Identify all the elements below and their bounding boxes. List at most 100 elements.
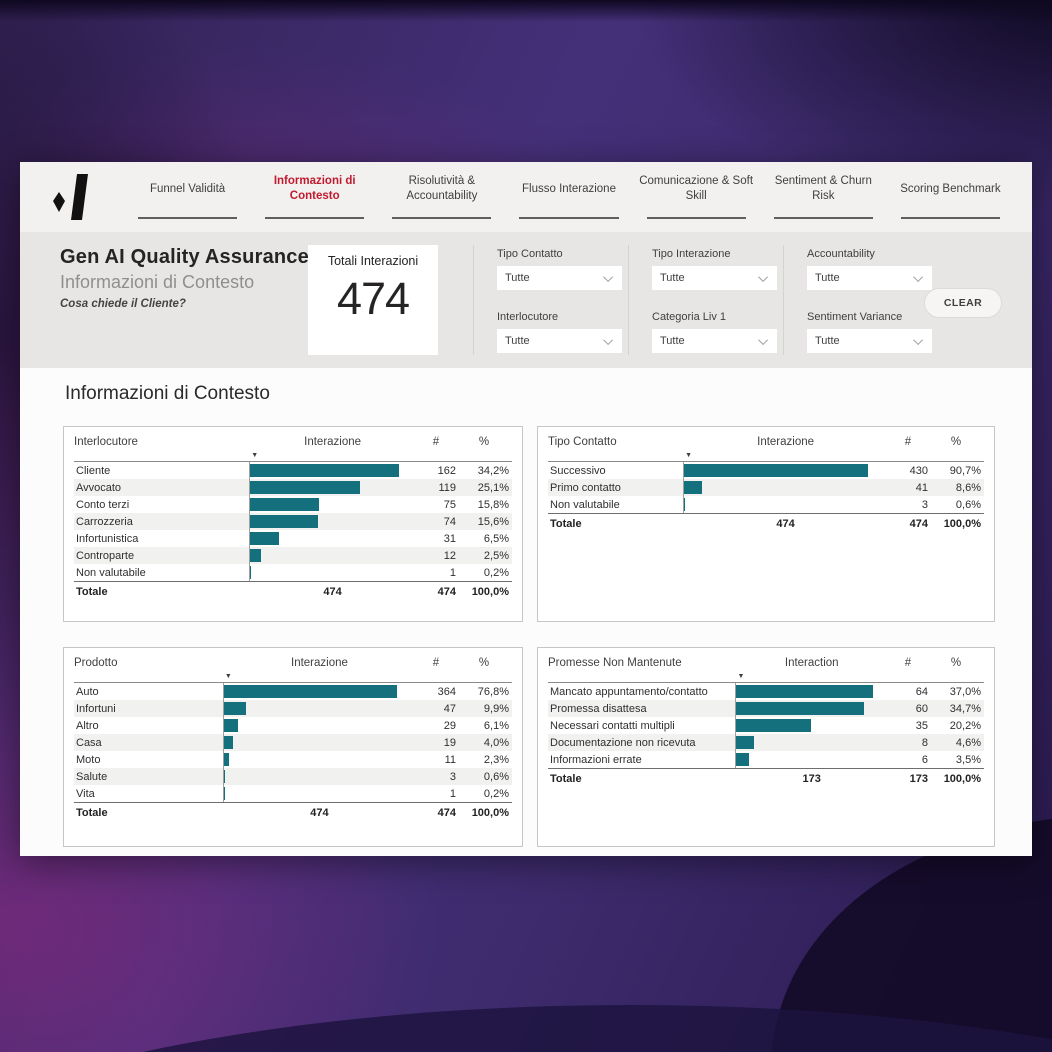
tab-informazioni-di-contesto[interactable]: Informazioni di Contesto [251,162,378,232]
column-header-percent[interactable]: % [950,657,962,669]
data-bar[interactable] [223,702,247,715]
data-bar[interactable] [223,719,238,732]
data-bar[interactable] [736,736,754,749]
row-percent: 6,5% [483,532,509,545]
tab-sentiment-churn-risk[interactable]: Sentiment & Churn Risk [760,162,887,232]
table-row-promessa-disattesa[interactable]: Promessa disattesa 60 34,7% [548,700,984,717]
column-header-category[interactable]: Prodotto [74,657,118,669]
table-row-moto[interactable]: Moto 11 2,3% [74,751,512,768]
row-count: 3 [449,770,456,783]
sort-descending-icon[interactable]: ▼ [685,452,693,459]
data-bar[interactable] [250,481,360,494]
tab-risolutivit-accountability[interactable]: Risolutività & Accountability [378,162,505,232]
table-row-successivo[interactable]: Successivo 430 90,7% [548,462,984,479]
filter-dropdown-tipo-interazione[interactable]: Tutte [652,266,777,290]
filter-group-accountability: Accountability Tutte [807,248,938,290]
report-title: Gen AI Quality Assurance [60,246,309,268]
row-percent: 25,1% [477,481,509,494]
row-bar-cell [249,564,416,581]
column-header-percent[interactable]: % [950,436,962,448]
data-bar[interactable] [736,719,812,732]
filter-selected-value: Tutte [815,335,840,347]
tab-underline [646,217,746,219]
table-row-infortunistica[interactable]: Infortunistica 31 6,5% [74,530,512,547]
table-body: Mancato appuntamento/contatto 64 37,0% Prom… [548,683,984,788]
filter-dropdown-interlocutore[interactable]: Tutte [497,329,622,353]
table-row-controparte[interactable]: Controparte 12 2,5% [74,547,512,564]
data-bar[interactable] [223,685,397,698]
column-header-interazione[interactable]: Interazione [757,436,815,448]
table-row-avvocato[interactable]: Avvocato 119 25,1% [74,479,512,496]
table-row-mancato-appuntamento-contatto[interactable]: Mancato appuntamento/contatto 64 37,0% [548,683,984,700]
column-header-count[interactable]: # [432,657,440,669]
filter-dropdown-accountability[interactable]: Tutte [807,266,932,290]
sort-descending-icon[interactable]: ▼ [251,452,259,459]
data-bar[interactable] [684,498,686,511]
data-bar[interactable] [250,464,400,477]
table-row-vita[interactable]: Vita 1 0,2% [74,785,512,802]
row-count: 364 [437,685,456,698]
total-count: 474 [909,517,928,530]
row-count: 162 [437,464,456,477]
row-bar-cell [249,479,416,496]
row-count: 11 [444,753,456,766]
column-header-category[interactable]: Promesse Non Mantenute [548,657,682,669]
data-bar[interactable] [250,532,279,545]
table-row-necessari-contatti-multipli[interactable]: Necessari contatti multipli 35 20,2% [548,717,984,734]
sort-descending-icon[interactable]: ▼ [737,673,745,680]
column-header-interaction[interactable]: Interaction [784,657,839,669]
filter-dropdown-categoria-liv-1[interactable]: Tutte [652,329,777,353]
data-bar[interactable] [736,753,750,766]
column-header-percent[interactable]: % [478,657,490,669]
data-bar[interactable] [223,770,226,783]
row-label: Infortunistica [76,532,139,545]
tab-flusso-interazione[interactable]: Flusso Interazione [505,162,632,232]
data-bar[interactable] [250,498,320,511]
row-label: Documentazione non ricevuta [550,736,696,749]
table-row-informazioni-errate[interactable]: Informazioni errate 6 3,5% [548,751,984,768]
row-bar-cell [683,479,888,496]
chevron-down-icon [913,271,924,282]
table-row-casa[interactable]: Casa 19 4,0% [74,734,512,751]
column-header-count[interactable]: # [904,657,912,669]
sort-descending-icon[interactable]: ▼ [224,673,232,680]
row-label: Moto [76,753,101,766]
row-label: Altro [76,719,99,732]
table-row-documentazione-non-ricevuta[interactable]: Documentazione non ricevuta 8 4,6% [548,734,984,751]
column-header-count[interactable]: # [432,436,440,448]
table-row-auto[interactable]: Auto 364 76,8% [74,683,512,700]
filter-label: Tipo Contatto [497,248,563,260]
clear-filters-button[interactable]: CLEAR [924,288,1002,318]
data-bar[interactable] [250,549,262,562]
tab-scoring-benchmark[interactable]: Scoring Benchmark [887,162,1014,232]
column-header-percent[interactable]: % [478,436,490,448]
table-row-conto-terzi[interactable]: Conto terzi 75 15,8% [74,496,512,513]
data-bar[interactable] [250,566,252,579]
column-header-interazione[interactable]: Interazione [291,657,348,669]
data-bar[interactable] [250,515,319,528]
table-row-infortuni[interactable]: Infortuni 47 9,9% [74,700,512,717]
tab-comunicazione-soft-skill[interactable]: Comunicazione & Soft Skill [633,162,760,232]
filter-dropdown-tipo-contatto[interactable]: Tutte [497,266,622,290]
row-label: Salute [76,770,108,783]
data-bar[interactable] [684,464,868,477]
data-bar[interactable] [684,481,702,494]
table-row-carrozzeria[interactable]: Carrozzeria 74 15,6% [74,513,512,530]
column-header-category[interactable]: Interlocutore [74,436,138,448]
table-row-altro[interactable]: Altro 29 6,1% [74,717,512,734]
data-bar[interactable] [223,736,233,749]
table-row-cliente[interactable]: Cliente 162 34,2% [74,462,512,479]
table-row-non-valutabile[interactable]: Non valutabile 3 0,6% [548,496,984,513]
data-bar[interactable] [736,702,865,715]
tab-funnel-validit[interactable]: Funnel Validità [124,162,251,232]
table-row-primo-contatto[interactable]: Primo contatto 41 8,6% [548,479,984,496]
column-header-interazione[interactable]: Interazione [304,436,362,448]
filter-dropdown-sentiment-variance[interactable]: Tutte [807,329,932,353]
table-row-non-valutabile[interactable]: Non valutabile 1 0,2% [74,564,512,581]
total-percent: 100,0% [943,517,981,530]
table-row-salute[interactable]: Salute 3 0,6% [74,768,512,785]
data-bar[interactable] [223,753,230,766]
data-bar[interactable] [736,685,873,698]
column-header-category[interactable]: Tipo Contatto [548,436,617,448]
column-header-count[interactable]: # [904,436,912,448]
